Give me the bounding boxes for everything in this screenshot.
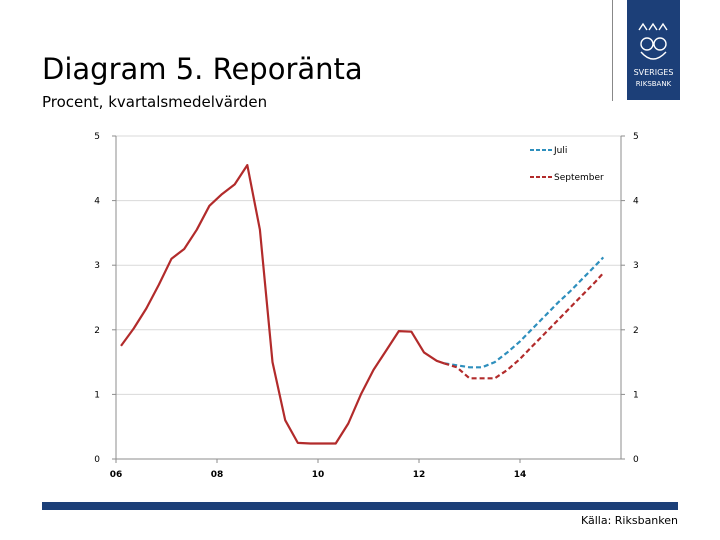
y-tick-label-right: 5: [633, 132, 639, 142]
x-tick-label: 12: [413, 470, 426, 480]
page-title: Diagram 5. Reporänta: [42, 52, 363, 86]
logo-divider: [612, 0, 613, 101]
y-tick-label-right: 0: [633, 455, 639, 465]
y-tick-label-right: 4: [633, 197, 639, 207]
footer-bar: [42, 502, 678, 510]
y-tick-label-left: 0: [94, 455, 100, 465]
y-tick-label-left: 2: [94, 326, 100, 336]
y-tick-label-right: 1: [633, 390, 639, 400]
riksbank-emblem-icon: SVERIGES RIKSBANK: [634, 22, 674, 88]
source-label: Källa: Riksbanken: [580, 514, 678, 527]
y-tick-label-left: 3: [94, 261, 100, 271]
legend-label: Juli: [553, 146, 567, 156]
x-tick-label: 10: [312, 470, 325, 480]
y-tick-label-left: 1: [94, 390, 100, 400]
riksbank-logo: SVERIGES RIKSBANK: [627, 0, 680, 100]
logo-text-line1: SVERIGES: [634, 68, 674, 77]
series-line-outcome: [120, 164, 445, 445]
series-line-juli: [444, 256, 605, 369]
series-line-september: [443, 272, 605, 380]
y-tick-label-left: 4: [94, 197, 100, 207]
page-subtitle: Procent, kvartalsmedelvärden: [42, 93, 268, 111]
y-tick-label-left: 5: [94, 132, 100, 142]
y-tick-label-right: 2: [633, 326, 639, 336]
logo-text-line2: RIKSBANK: [636, 80, 672, 88]
x-tick-label: 08: [211, 470, 224, 480]
x-tick-label: 06: [110, 470, 123, 480]
y-tick-label-right: 3: [633, 261, 639, 271]
legend-label: September: [554, 173, 604, 183]
x-tick-label: 14: [514, 470, 527, 480]
